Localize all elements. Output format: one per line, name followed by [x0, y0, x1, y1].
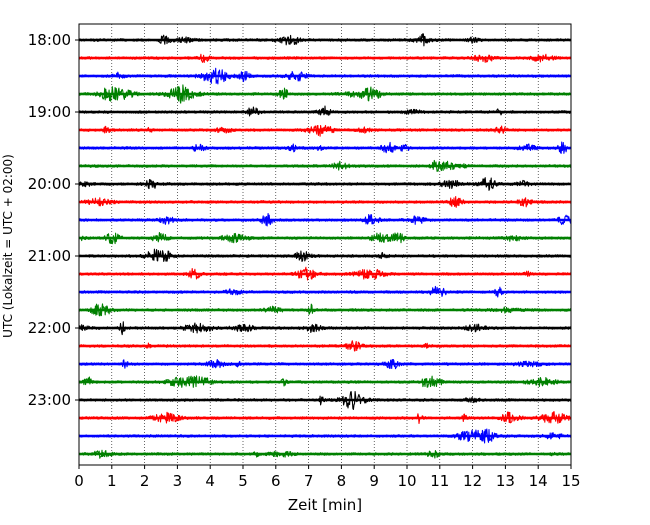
plot-frame	[78, 23, 572, 466]
y-tick-label: 18:00	[28, 31, 71, 49]
x-tick-label: 5	[238, 472, 248, 490]
x-tick-label: 14	[529, 472, 548, 490]
y-tick-label: 19:00	[28, 103, 71, 121]
x-tick-label: 0	[74, 472, 84, 490]
trace-group	[78, 33, 572, 459]
y-tick-label: 21:00	[28, 247, 71, 265]
y-tick-label: 23:00	[28, 391, 71, 409]
x-tick-label: 12	[463, 472, 482, 490]
x-tick-label: 15	[561, 472, 580, 490]
x-tick-label: 11	[430, 472, 449, 490]
x-tick-label: 6	[271, 472, 281, 490]
x-axis-ticks: 0 1 2 3 4 5 6 7 8 9 10 11 12 13 14 15	[74, 465, 581, 490]
x-tick-label: 2	[140, 472, 150, 490]
y-tick-label: 20:00	[28, 175, 71, 193]
y-axis-ticks: 18:00 19:00 20:00 21:00 22:00 23:00	[28, 31, 79, 409]
plot-background	[79, 24, 571, 465]
x-tick-label: 9	[369, 472, 379, 490]
x-tick-label: 10	[397, 472, 416, 490]
x-tick-label: 7	[304, 472, 314, 490]
x-tick-label: 3	[173, 472, 183, 490]
x-axis-label: Zeit [min]	[288, 496, 362, 514]
x-tick-label: 1	[107, 472, 117, 490]
x-tick-label: 8	[337, 472, 347, 490]
y-axis-label: UTC (Lokalzeit = UTC + 02:00)	[1, 154, 15, 338]
x-tick-label: 4	[205, 472, 215, 490]
x-tick-label: 13	[496, 472, 515, 490]
y-tick-label: 22:00	[28, 319, 71, 337]
